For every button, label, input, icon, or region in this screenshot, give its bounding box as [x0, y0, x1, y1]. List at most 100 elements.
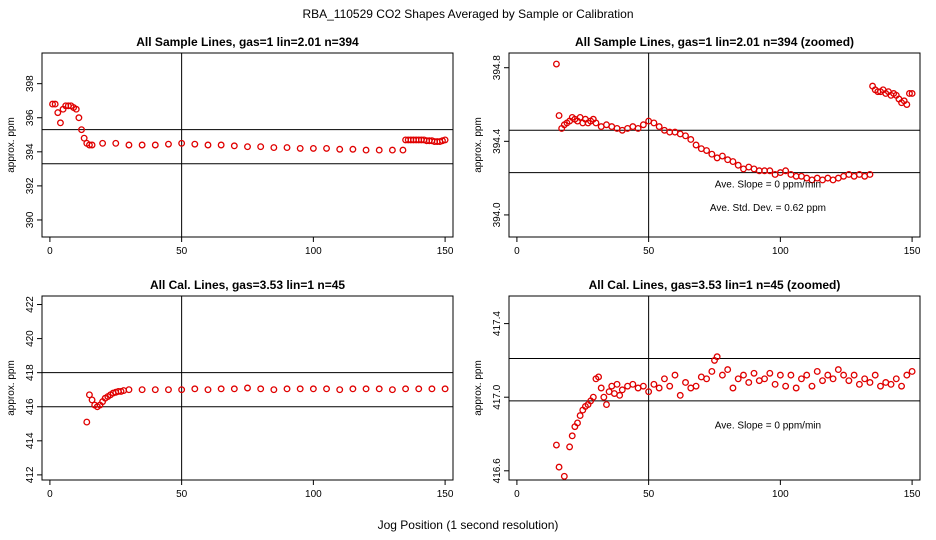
data-point [703, 375, 711, 383]
x-tick-label: 100 [772, 489, 789, 500]
data-point [428, 385, 436, 393]
data-point [244, 143, 251, 151]
data-point [840, 371, 848, 379]
data-point [660, 375, 668, 383]
y-tick-label: 418 [25, 364, 36, 381]
y-axis-label: approx. ppm [473, 360, 484, 416]
data-point [687, 136, 695, 143]
data-point [745, 379, 753, 386]
reference-lines [42, 53, 453, 237]
data-point [692, 382, 700, 390]
data-point [125, 141, 133, 149]
data-point [589, 393, 597, 401]
data-point [718, 152, 726, 160]
panel-title: All Cal. Lines, gas=3.53 lin=1 n=45 (zoo… [589, 278, 841, 292]
data-point [834, 366, 842, 374]
data-point [803, 371, 811, 379]
data-point [191, 140, 199, 148]
data-point [80, 134, 88, 142]
data-point [629, 380, 637, 388]
data-point [771, 380, 779, 388]
x-tick-label: 50 [176, 489, 188, 500]
chart-panel-1: All Sample Lines, gas=1 lin=2.01 n=394 0 5… [6, 35, 454, 257]
annotation-text: Ave. Std. Dev. = 0.62 ppm [710, 203, 826, 214]
data-point [850, 371, 858, 379]
data-point [600, 393, 608, 401]
x-tick-label: 0 [514, 489, 520, 500]
data-point [388, 386, 396, 394]
x-tick-label: 100 [305, 246, 322, 257]
x-tick-label: 150 [904, 246, 921, 257]
data-point [296, 144, 304, 152]
panel-title: All Sample Lines, gas=1 lin=2.01 n=394 (… [575, 35, 854, 49]
data-point [165, 386, 172, 394]
data-point [362, 146, 370, 154]
data-point [692, 141, 700, 149]
data-point [217, 141, 225, 149]
data-point [309, 385, 317, 393]
data-point [415, 385, 423, 393]
data-point [191, 385, 199, 393]
data-point [56, 119, 64, 127]
data-point [574, 419, 581, 427]
data-point [323, 144, 330, 152]
data-point [797, 375, 805, 383]
x-tick-label: 100 [305, 489, 322, 500]
data-point [99, 139, 107, 147]
data-point [51, 100, 59, 108]
data-point [595, 373, 603, 381]
data-point [887, 380, 895, 388]
plot-frame [41, 52, 454, 238]
y-tick-label: 394 [25, 143, 36, 160]
plot-frame [508, 295, 921, 481]
data-point [270, 144, 278, 152]
plot-frame [41, 295, 454, 481]
x-tick-label: 150 [437, 246, 454, 257]
data-point [866, 379, 874, 386]
data-point [740, 371, 747, 379]
data-point [555, 112, 563, 120]
data-point [375, 385, 383, 393]
data-point [729, 158, 737, 166]
data-point [855, 380, 863, 388]
data-point [892, 375, 900, 383]
data-point [766, 167, 774, 175]
x-tick-label: 150 [904, 489, 921, 500]
data-point [309, 144, 317, 152]
data-point [639, 121, 647, 129]
data-point [178, 386, 186, 394]
data-point [283, 385, 291, 393]
data-point [349, 385, 357, 393]
data-point [85, 391, 93, 399]
y-tick-label: 396 [25, 109, 36, 126]
x-tick-label: 50 [643, 246, 655, 257]
data-point [639, 382, 647, 390]
data-point [908, 367, 916, 375]
data-point [257, 143, 265, 151]
data-point [761, 375, 769, 383]
data-point [165, 140, 172, 148]
data-point [441, 385, 449, 393]
data-point [845, 377, 853, 385]
x-tick-label: 0 [47, 246, 53, 257]
data-point [808, 382, 816, 390]
x-tick-label: 50 [643, 489, 655, 500]
data-point [829, 375, 837, 383]
data-point [375, 146, 383, 154]
data-point [650, 119, 658, 127]
y-tick-label: 390 [25, 211, 36, 228]
data-point [708, 367, 716, 375]
x-tick-label: 50 [176, 246, 188, 257]
data-point [75, 114, 83, 122]
data-point [650, 380, 658, 388]
annotation-text: Ave. Slope = 0 ppm/min [715, 179, 821, 190]
y-axis-label: approx. ppm [6, 117, 17, 173]
data-point [257, 385, 265, 393]
data-point [655, 123, 663, 131]
data-point [83, 418, 91, 426]
y-tick-label: 398 [25, 75, 36, 92]
reference-lines [509, 296, 920, 480]
data-point [204, 141, 212, 149]
data-point [138, 386, 146, 394]
